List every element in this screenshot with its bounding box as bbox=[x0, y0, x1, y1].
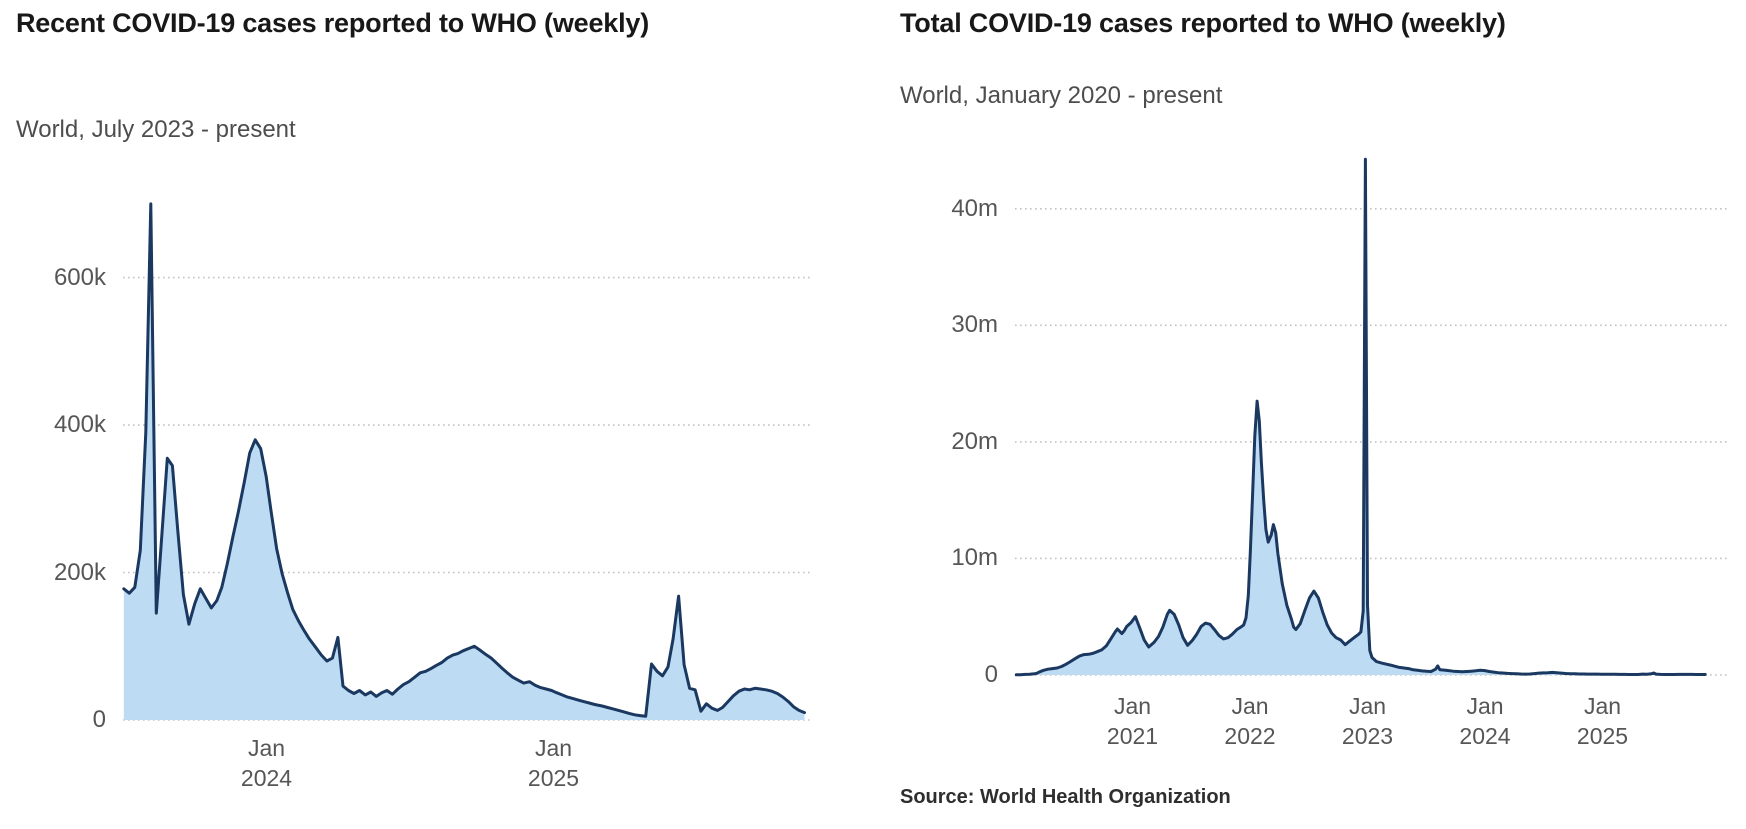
chart-total-title: Total COVID-19 cases reported to WHO (we… bbox=[900, 8, 1506, 38]
y-tick-label: 400k bbox=[53, 411, 106, 439]
y-tick-label: 10m bbox=[951, 544, 998, 572]
y-tick-label: 30m bbox=[951, 311, 998, 339]
x-tick-label: Jan 2021 bbox=[1106, 693, 1159, 749]
source-note: Source: World Health Organization bbox=[900, 786, 1231, 808]
chart-total-subtitle: World, January 2020 - present bbox=[900, 82, 1223, 109]
x-tick-label: Jan 2024 bbox=[240, 735, 293, 791]
total-area-fill bbox=[1016, 159, 1706, 675]
y-tick-label: 40m bbox=[951, 194, 998, 222]
y-tick-label: 0 bbox=[984, 661, 998, 688]
y-tick-label: 0 bbox=[92, 706, 106, 733]
x-tick-label: Jan 2025 bbox=[527, 735, 580, 791]
recent-chart-canvas bbox=[122, 202, 810, 721]
total-chart-canvas bbox=[1014, 157, 1730, 677]
recent-line-path bbox=[122, 202, 806, 718]
chart-recent-title: Recent COVID-19 cases reported to WHO (w… bbox=[16, 8, 649, 38]
recent-area-fill bbox=[123, 203, 805, 720]
total-line-path bbox=[1014, 157, 1707, 677]
y-tick-label: 600k bbox=[53, 263, 106, 291]
y-tick-label: 200k bbox=[53, 558, 106, 586]
x-tick-label: Jan 2024 bbox=[1459, 693, 1511, 749]
chart-recent-subtitle: World, July 2023 - present bbox=[16, 116, 296, 143]
x-tick-label: Jan 2025 bbox=[1576, 693, 1629, 749]
x-tick-label: Jan 2023 bbox=[1341, 693, 1394, 749]
y-tick-label: 20m bbox=[951, 427, 998, 455]
x-tick-label: Jan 2022 bbox=[1224, 693, 1276, 749]
